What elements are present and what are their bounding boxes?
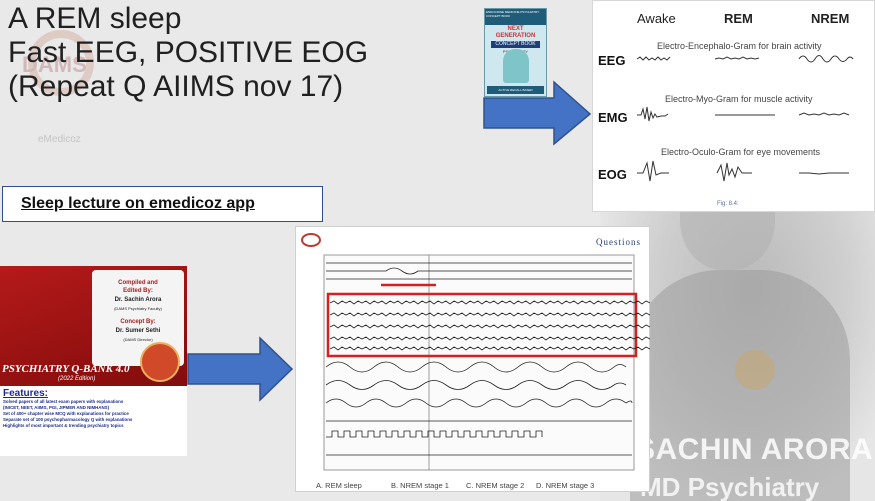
feature-item: Highlights of most important & trending … [3, 423, 124, 428]
option-a: A. REM sleep [316, 481, 362, 490]
figure-label: Fig: 8.4: [717, 201, 739, 207]
qbank-seal-icon [140, 342, 180, 382]
qbank-edition: (2022 Edition) [58, 376, 96, 382]
headline-line-1: A REM sleep [8, 2, 182, 35]
sleep-polysomnography-figure: Awake REM NREM Electro-Encephalo-Gram fo… [592, 0, 875, 212]
lecture-link-box[interactable]: Sleep lecture on emedicoz app [2, 186, 323, 222]
eeg-caption: Electro-Encephalo-Gram for brain activit… [657, 41, 822, 51]
option-d: D. NREM stage 3 [536, 481, 595, 490]
questions-header: Questions [596, 237, 641, 247]
dams-logo-icon [301, 233, 321, 247]
eog-label: EOG [598, 167, 627, 182]
qbank-title: PSYCHIATRY Q-BANK 4.0 [2, 363, 130, 375]
concept-book-cover: ENDOCRINE MEDICINE PSYCHIATRY CONCEPT BO… [484, 8, 547, 97]
tracings-svg [636, 55, 854, 182]
eeg-rem-trace [714, 56, 760, 60]
feature-item: Set of 400+ chapter wise MCQ with explan… [3, 411, 129, 416]
emg-caption: Electro-Myo-Gram for muscle activity [665, 94, 813, 104]
eeg-question-page: Questions A. REM sleep B. NREM stage 1 C… [295, 226, 651, 492]
presenter-body [630, 270, 850, 501]
feature-item: Separate set of 100 psychopharmacology Q… [3, 417, 133, 422]
qbank-book-cover: Compiled and Edited By: Dr. Sachin Arora… [0, 266, 187, 456]
arrow-to-eeg-page-icon [187, 336, 294, 402]
eeg-label: EEG [598, 53, 626, 68]
col-nrem: NREM [811, 11, 850, 26]
feature-item: Solved papers of all latest exam papers … [3, 399, 124, 404]
headline-line-3: (Repeat Q AIIMS nov 17) [8, 70, 344, 103]
eog-awake-trace [637, 160, 669, 182]
eeg-awake-trace [636, 56, 671, 61]
feature-item: (INICET, NEET, AIIMS, PGI, JIPMER AND NI… [3, 405, 110, 410]
eeg-recording-svg [323, 254, 651, 471]
dams-watermark-logo: DAMS eMedicoz [22, 30, 102, 150]
option-b: B. NREM stage 1 [391, 481, 449, 490]
slide-headline: A REM sleep Fast EEG, POSITIVE EOG (Repe… [8, 2, 368, 104]
lecture-link-text[interactable]: Sleep lecture on emedicoz app [21, 195, 255, 212]
doctor-illustration [503, 49, 529, 83]
eog-nrem-trace [799, 172, 849, 175]
eeg-nrem-trace [798, 55, 854, 63]
headline-line-2: Fast EEG, POSITIVE EOG [8, 36, 369, 69]
qbank-features: Features: Solved papers of all latest ex… [0, 386, 187, 456]
presenter-role: MD Psychiatry [640, 472, 820, 501]
presenter-name: SACHIN ARORA [635, 433, 874, 466]
emg-label: EMG [598, 110, 628, 125]
col-awake: Awake [637, 11, 676, 26]
emg-nrem-trace [798, 112, 850, 116]
arrow-to-eeg-figure-icon [483, 80, 592, 146]
dams-badge-icon [735, 350, 775, 390]
emg-awake-trace [637, 106, 669, 122]
option-c: C. NREM stage 2 [466, 481, 525, 490]
col-rem: REM [724, 11, 753, 26]
eog-rem-trace [716, 162, 752, 182]
eog-caption: Electro-Oculo-Gram for eye movements [661, 147, 821, 157]
